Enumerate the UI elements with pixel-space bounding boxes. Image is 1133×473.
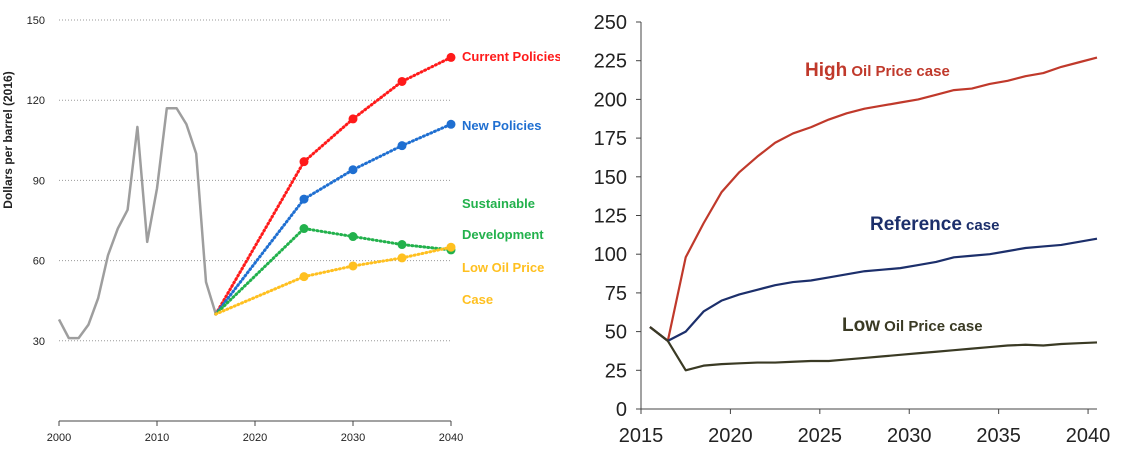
left-point-new-policies-2025 — [299, 194, 309, 204]
left-x-tick-labels: 2000 2010 2020 2030 2040 — [47, 432, 463, 444]
right-y-tick-175: 175 — [594, 128, 627, 150]
left-label-sustainable-development-line1: Sustainable — [462, 196, 535, 211]
right-label-low-oil-price-case: Low Oil Price case — [842, 315, 983, 336]
right-x-tick-2020: 2020 — [708, 425, 753, 447]
left-x-tick-2020: 2020 — [243, 432, 267, 444]
right-label-reference-case-big: Reference — [870, 214, 962, 235]
left-point-current-policies-2030 — [348, 114, 358, 124]
right-x-tick-2035: 2035 — [976, 425, 1021, 447]
right-label-low-oil-price-case-big: Low — [842, 315, 880, 336]
right-label-low-oil-price-case-small: Oil Price case — [880, 318, 983, 335]
right-y-tick-150: 150 — [594, 167, 627, 189]
right-series-lines — [649, 56, 1098, 372]
left-x-axis — [58, 420, 452, 426]
right-x-tick-2025: 2025 — [798, 425, 843, 447]
left-line-current-policies — [214, 55, 453, 316]
left-line-new-policies — [214, 122, 453, 316]
left-series-labels: Current Policies New Policies Sustainable D… — [462, 49, 560, 307]
left-point-low-oil-price-case-2025 — [299, 272, 309, 282]
right-line-reference-case — [649, 237, 1098, 342]
left-point-low-oil-price-case-2030 — [348, 261, 358, 271]
right-y-tick-250: 250 — [594, 12, 627, 34]
left-x-tick-2030: 2030 — [341, 432, 365, 444]
left-gridlines — [59, 19, 451, 342]
right-y-tick-0: 0 — [616, 399, 627, 421]
right-line-low-oil-price-case — [649, 326, 1098, 372]
right-series-labels: High Oil Price case Reference case Low Oil… — [805, 60, 999, 336]
right-y-tick-50: 50 — [605, 322, 627, 344]
left-y-tick-150: 150 — [27, 15, 45, 27]
left-x-tick-2010: 2010 — [145, 432, 169, 444]
left-point-low-oil-price-case-2035 — [397, 253, 407, 263]
right-x-tick-labels: 2015 2020 2025 2030 2035 2040 — [619, 425, 1111, 447]
right-x-tick-2040: 2040 — [1066, 425, 1111, 447]
left-y-axis-title: Dollars per barrel (2016) — [1, 71, 15, 208]
left-label-current-policies-line1: Current Policies — [462, 49, 560, 64]
left-label-low-oil-price-case-line2: Case — [462, 292, 493, 307]
right-label-reference-case: Reference case — [870, 214, 999, 235]
left-point-current-policies-2035 — [397, 76, 407, 86]
left-y-tick-60: 60 — [33, 256, 45, 268]
left-point-current-policies-2025 — [299, 157, 309, 167]
right-label-high-oil-price-case: High Oil Price case — [805, 60, 950, 81]
left-series-lines — [57, 52, 456, 340]
right-label-reference-case-small: case — [962, 217, 1000, 234]
left-y-tick-120: 120 — [27, 95, 45, 107]
left-y-tick-30: 30 — [33, 336, 45, 348]
left-x-tick-2040: 2040 — [439, 432, 463, 444]
left-x-tick-2000: 2000 — [47, 432, 71, 444]
left-point-sustainable-development-2030 — [348, 232, 358, 242]
left-line-historical — [57, 106, 217, 340]
left-point-new-policies-2035 — [397, 141, 407, 151]
right-x-tick-2030: 2030 — [887, 425, 932, 447]
right-label-high-oil-price-case-big: High — [805, 60, 847, 81]
left-y-tick-90: 90 — [33, 175, 45, 187]
right-y-tick-labels: 0 25 50 75 100 125 150 175 200 225 250 — [594, 12, 627, 421]
left-label-low-oil-price-case-line1: Low Oil Price — [462, 260, 544, 275]
left-label-new-policies-line1: New Policies — [462, 118, 541, 133]
right-y-tick-125: 125 — [594, 206, 627, 228]
left-point-sustainable-development-2025 — [299, 224, 309, 234]
right-y-tick-75: 75 — [605, 283, 627, 305]
right-label-high-oil-price-case-small: Oil Price case — [847, 63, 950, 80]
right-x-tick-2015: 2015 — [619, 425, 664, 447]
right-y-tick-200: 200 — [594, 89, 627, 111]
right-y-tick-100: 100 — [594, 244, 627, 266]
left-point-new-policies-2030 — [348, 165, 358, 175]
left-point-new-policies-2040 — [446, 119, 456, 129]
left-point-sustainable-development-2035 — [397, 240, 407, 250]
left-label-sustainable-development-line2: Development — [462, 227, 544, 242]
left-y-tick-labels: 30 60 90 120 150 — [27, 15, 45, 348]
right-y-tick-225: 225 — [594, 51, 627, 73]
right-line-high-oil-price-case — [649, 56, 1098, 342]
right-axes — [636, 21, 1097, 414]
left-point-low-oil-price-case-2040 — [446, 242, 456, 252]
left-point-current-policies-2040 — [446, 52, 456, 62]
right-y-tick-25: 25 — [605, 360, 627, 382]
left-oil-price-chart: Dollars per barrel (2016) 30 60 90 120 150 2… — [1, 15, 560, 444]
